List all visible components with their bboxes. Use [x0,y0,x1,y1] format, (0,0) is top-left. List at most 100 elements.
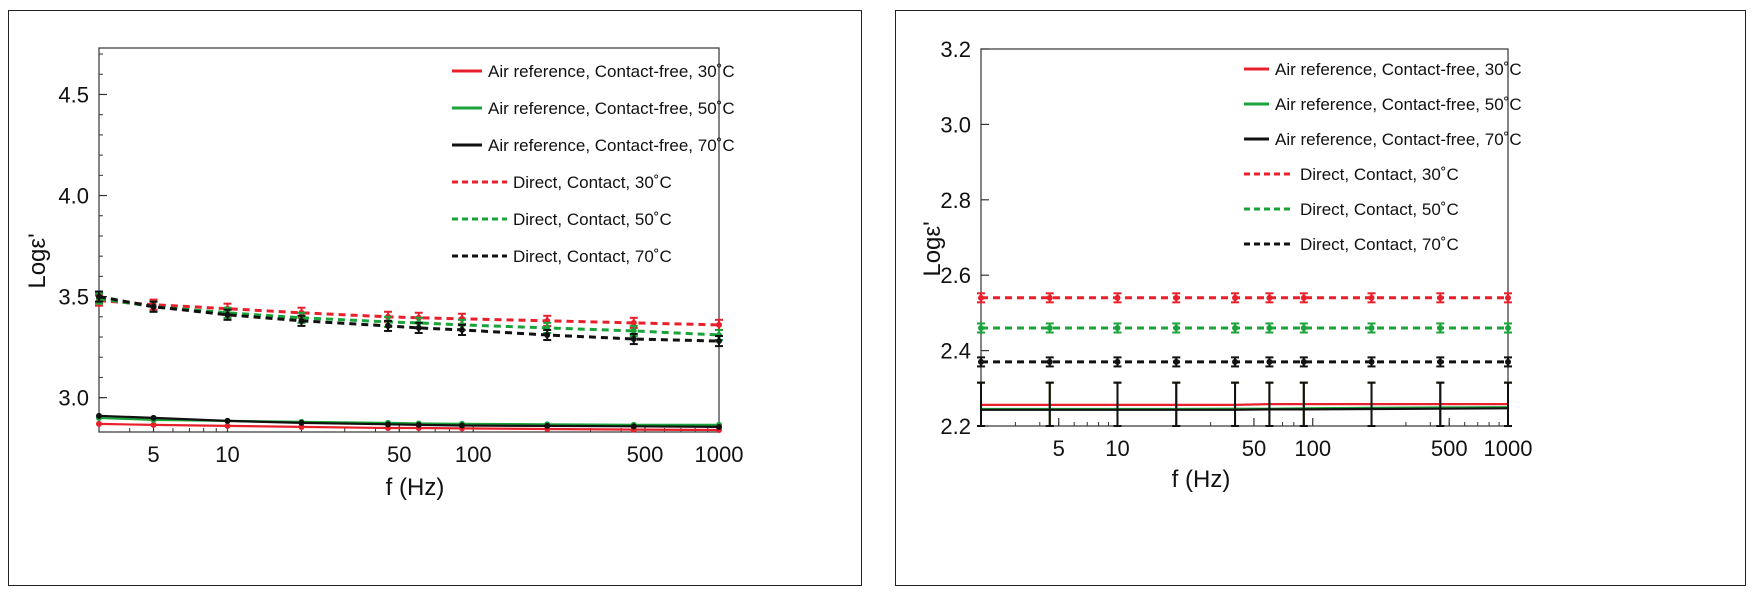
data-point [1232,324,1239,331]
legend-label: Direct, Contact, 70˚C [513,247,672,266]
legend-label: Direct, Contact, 30˚C [1300,165,1459,184]
data-point [630,423,637,430]
legend-label: Air reference, Contact-free, 70˚C [488,136,735,155]
series-line [98,295,720,343]
data-point [1437,358,1444,365]
legend-label: Air reference, Contact-free, 70˚C [1275,130,1522,149]
data-point [1114,358,1121,365]
x-tick-label: 5 [1053,436,1065,461]
series-line [98,299,720,327]
legend-label: Air reference, Contact-free, 50˚C [488,99,735,118]
data-point [298,419,305,426]
data-point [1266,324,1273,331]
data-point [224,417,231,424]
y-tick-label: 2.2 [940,414,971,439]
data-point [415,324,422,331]
data-point [1232,358,1239,365]
data-point [385,322,392,329]
plot-frame [980,48,1509,427]
legend-label: Direct, Contact, 50˚C [1300,200,1459,219]
data-point [716,423,722,430]
data-point [1368,358,1375,365]
data-point [459,422,466,429]
legend-label: Air reference, Contact-free, 30˚C [1275,60,1522,79]
chart-right-svg: 2.2 2.4 2.6 2.8 3.0 3.2 5 10 50 100 500 1000 f (Hz)… [919,37,1532,493]
x-tick-label: 1000 [1484,436,1533,461]
y-tick-label: 3.5 [58,285,89,310]
data-point [1046,294,1053,301]
chart-panel-left: 3.0 3.5 4.0 4.5 5 10 50 100 500 1000 f (Hz) Logε'… [8,10,862,586]
x-tick-label: 10 [1105,436,1129,461]
x-tick-label: 500 [627,442,664,467]
x-axis-title: f (Hz) [386,474,445,501]
data-point [1173,324,1180,331]
data-point [1300,358,1307,365]
data-point [1266,294,1273,301]
data-point [978,294,984,301]
series-line [98,297,720,337]
data-point [1046,358,1053,365]
x-tick-label: 50 [387,442,411,467]
series-line [98,422,720,432]
data-point [1173,294,1180,301]
data-point [415,421,422,428]
data-point [385,421,392,428]
data-point [1505,324,1511,331]
legend-label: Direct, Contact, 30˚C [513,173,672,192]
plot-area: 3.0 3.5 4.0 4.5 5 10 50 100 500 1000 [58,47,743,467]
legend: Air reference, Contact-free, 30˚C Air ref… [1244,60,1522,254]
legend-label: Air reference, Contact-free, 50˚C [1275,95,1522,114]
y-tick-label: 2.6 [940,263,971,288]
x-tick-label: 100 [455,442,492,467]
data-point [716,321,722,328]
data-point [1173,358,1180,365]
legend-label: Direct, Contact, 70˚C [1300,235,1459,254]
data-point [1505,294,1511,301]
data-point [630,319,637,326]
data-point [150,303,157,310]
data-point [1114,324,1121,331]
y-axis-title: Logε' [24,233,51,288]
x-tick-label: 10 [215,442,239,467]
legend-label: Air reference, Contact-free, 30˚C [488,62,735,81]
series-line [981,407,1509,411]
data-point [96,293,102,300]
chart-panel-right: 2.2 2.4 2.6 2.8 3.0 3.2 5 10 50 100 500 1000 f (Hz)… [895,10,1746,586]
data-point [1046,324,1053,331]
y-tick-label: 3.0 [940,112,971,137]
x-tick-label: 5 [147,442,159,467]
plot-area: 2.2 2.4 2.6 2.8 3.0 3.2 5 10 50 100 500 1000 [940,37,1532,461]
data-point [978,324,984,331]
data-point [544,331,551,338]
data-point [96,420,102,427]
data-point [459,326,466,333]
data-point [978,358,984,365]
legend: Air reference, Contact-free, 30˚C Air ref… [452,62,735,266]
data-point [1437,324,1444,331]
data-point [1300,324,1307,331]
data-point [716,338,722,345]
x-tick-label: 100 [1294,436,1331,461]
data-point [150,421,157,428]
data-point [1300,294,1307,301]
y-tick-label: 3.2 [940,37,971,62]
y-tick-label: 4.5 [58,82,89,107]
x-tick-label: 500 [1431,436,1468,461]
plot-frame [98,47,720,433]
x-tick-label: 50 [1242,436,1266,461]
data-point [630,336,637,343]
y-tick-label: 2.8 [940,188,971,213]
data-point [630,327,637,334]
legend-label: Direct, Contact, 50˚C [513,210,672,229]
series-line [981,403,1508,406]
data-point [224,311,231,318]
series-line [98,414,720,428]
data-point [1114,294,1121,301]
data-point [1505,358,1511,365]
data-point [544,422,551,429]
data-point [298,317,305,324]
data-point [1437,294,1444,301]
y-tick-label: 4.0 [58,184,89,209]
data-point [96,412,102,419]
y-tick-label: 2.4 [940,339,971,364]
